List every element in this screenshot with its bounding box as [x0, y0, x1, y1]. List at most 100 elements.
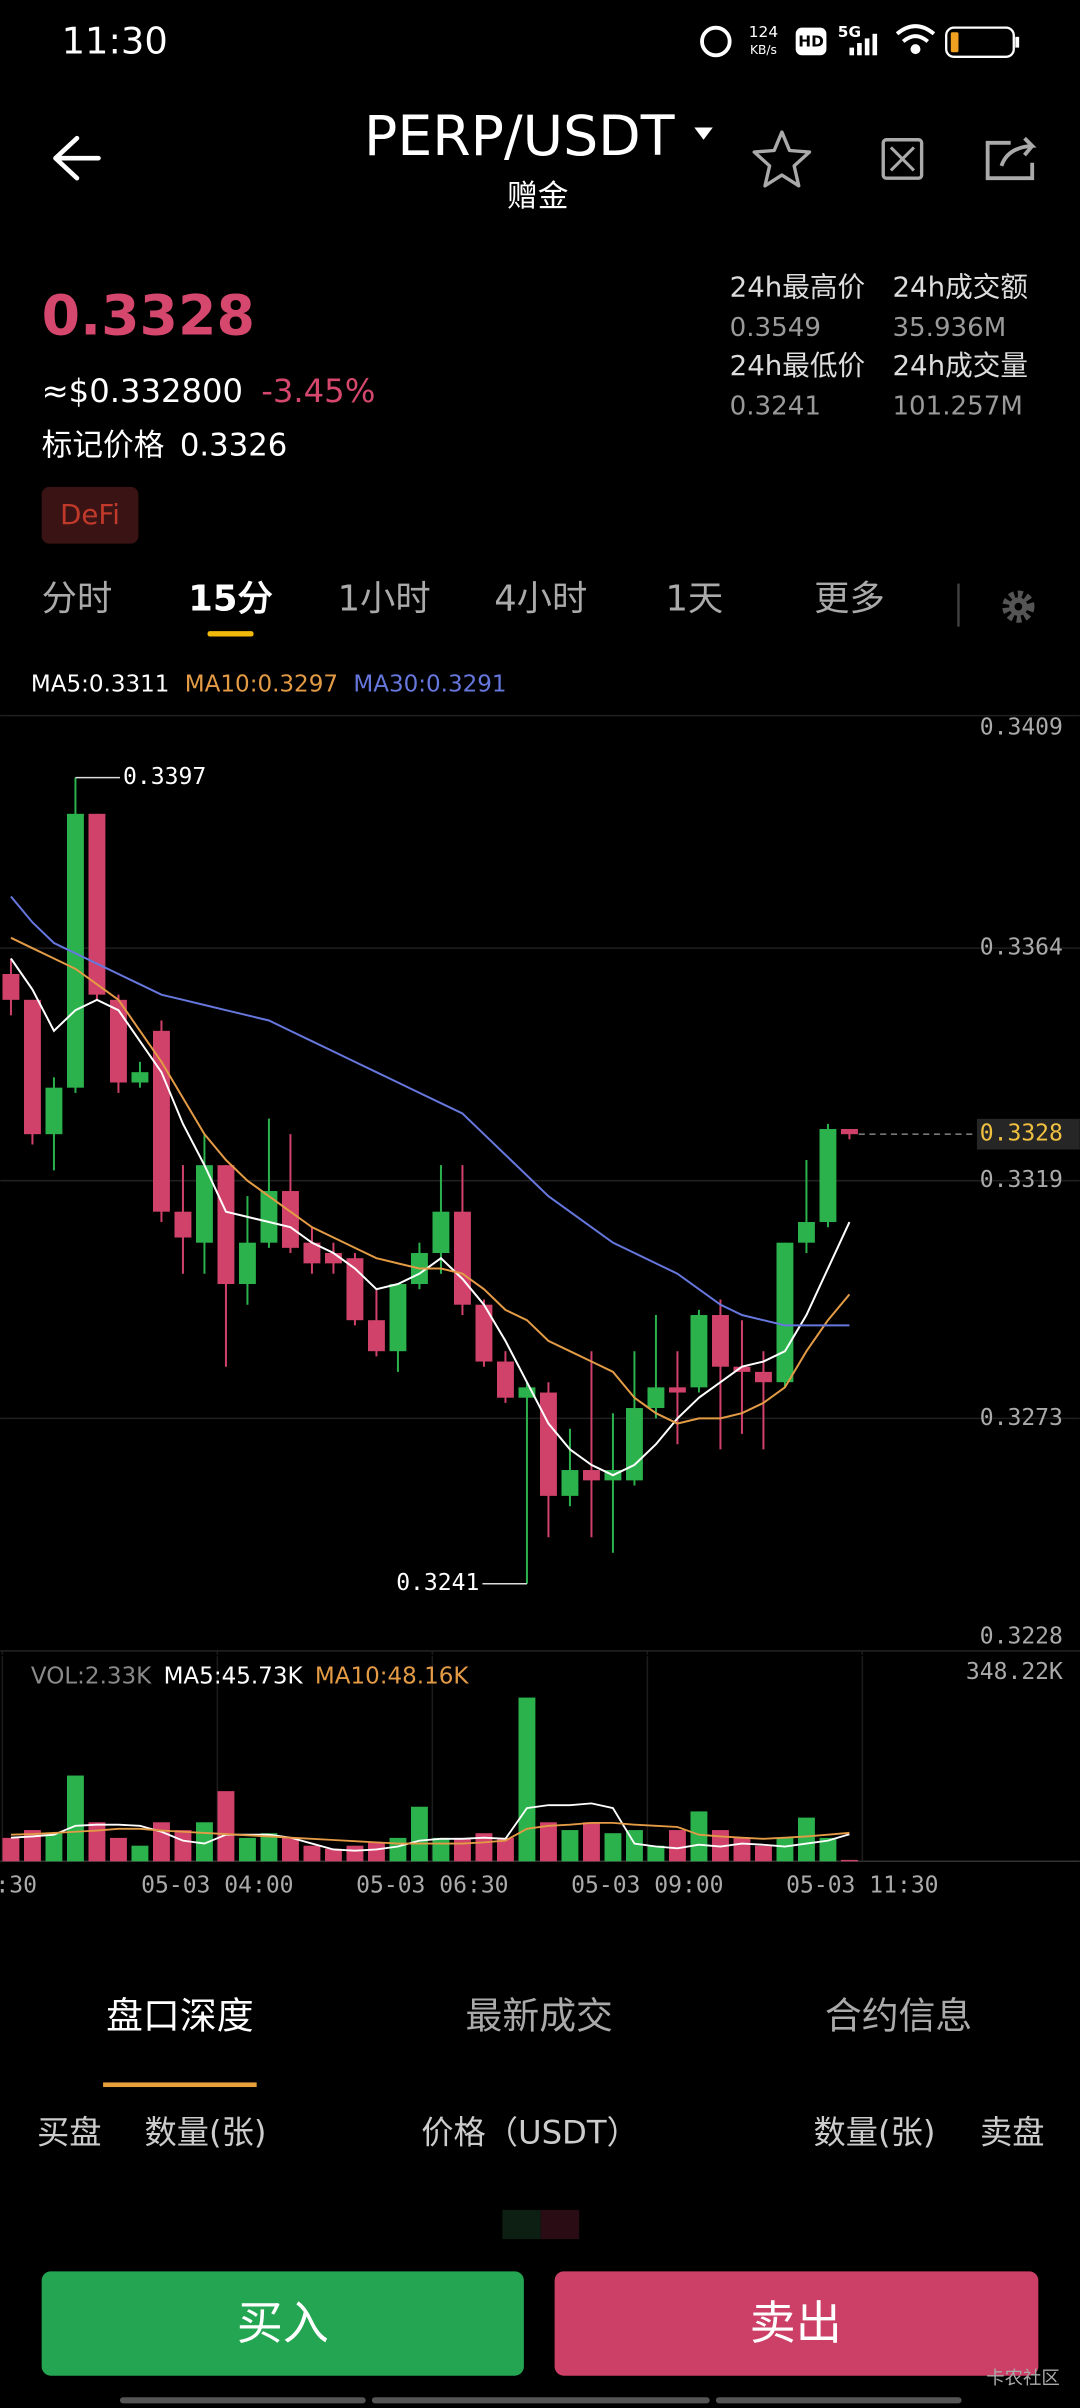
volume-bar	[110, 1837, 127, 1862]
net-speed-unit: KB/s	[750, 43, 777, 57]
buy-button[interactable]	[41, 2271, 524, 2376]
candle-body	[2, 973, 20, 1000]
volume-bar	[88, 1822, 106, 1862]
depth-bar-buy	[502, 2209, 541, 2240]
volume-legend: VOL:2.33K	[31, 1664, 152, 1690]
candle-body	[45, 1087, 63, 1135]
order-tab[interactable]: 最新成交	[466, 1994, 613, 2037]
sell-button-text[interactable]: 卖出	[750, 2296, 842, 2350]
x-tick-label: 05-03 06:30	[356, 1872, 508, 1898]
candle-body	[819, 1129, 837, 1223]
order-header: 卖盘	[980, 2114, 1045, 2152]
share-button[interactable]	[985, 136, 1037, 181]
volume-bar	[303, 1845, 321, 1862]
candle-body	[475, 1304, 493, 1362]
mark-price: 0.3326	[180, 427, 287, 463]
interval-tab[interactable]: 15分	[188, 578, 272, 619]
candle-body	[110, 999, 127, 1083]
pair-title[interactable]: PERP/USDT	[364, 105, 675, 169]
back-button[interactable]	[53, 135, 101, 181]
ma-legend: MA5:0.3311	[31, 671, 170, 697]
current-price-tag	[976, 1118, 1080, 1150]
candle-body	[153, 1030, 170, 1212]
battery-level	[950, 32, 959, 53]
order-tab[interactable]: 合约信息	[825, 1994, 972, 2037]
volume-bar	[776, 1837, 794, 1862]
volume-bar	[798, 1817, 815, 1862]
x-tick-label: 05-03 09:00	[571, 1872, 723, 1898]
wifi-icon	[895, 24, 936, 55]
volume-bar	[690, 1811, 708, 1862]
candle-body	[196, 1165, 213, 1243]
sector-tag-text[interactable]: DeFi	[60, 498, 120, 531]
volume-bar	[2, 1837, 20, 1862]
candle-body	[626, 1408, 643, 1481]
volume-bar	[346, 1845, 364, 1862]
candle-body	[454, 1211, 471, 1305]
volume-bar	[131, 1845, 149, 1862]
candle-body	[583, 1470, 600, 1481]
stat-value: 0.3241	[730, 391, 821, 421]
interval-tab[interactable]: 更多	[814, 578, 885, 619]
y-tick-label: 0.3364	[980, 935, 1063, 961]
candle-body	[389, 1284, 407, 1352]
y-tick-label: 0.3409	[980, 714, 1063, 740]
usd-price: ≈$0.332800	[42, 372, 243, 410]
candle-body	[217, 1165, 235, 1285]
ma-line	[10, 936, 851, 1425]
sell-button[interactable]	[554, 2271, 1039, 2376]
interval-tab[interactable]: 分时	[42, 578, 113, 619]
volume-bar	[454, 1837, 471, 1862]
candle-body	[368, 1320, 385, 1352]
order-header: 价格（USDT）	[421, 2114, 639, 2152]
current-price-label: 0.3328	[980, 1121, 1063, 1147]
pair-dropdown[interactable]	[694, 127, 713, 140]
volume-bar	[389, 1837, 407, 1862]
ma-legend: MA30:0.3291	[353, 671, 506, 697]
interval-tab[interactable]: 1天	[665, 578, 723, 619]
candle-body	[776, 1242, 794, 1383]
status-time: 11:30	[62, 20, 168, 63]
candle-body	[647, 1387, 665, 1409]
candle-body	[755, 1371, 772, 1383]
network-type: 5G	[838, 23, 861, 41]
ma-line	[10, 895, 850, 1327]
volume-bar	[45, 1833, 63, 1862]
volume-bar	[217, 1791, 235, 1862]
signal-icon	[849, 33, 878, 56]
favorite-button[interactable]	[752, 130, 812, 188]
candle-body	[260, 1191, 278, 1243]
order-header: 数量(张)	[814, 2114, 936, 2152]
sector-tag[interactable]	[41, 486, 139, 544]
volume-bar	[282, 1837, 299, 1862]
candle-body	[497, 1361, 514, 1398]
order-header: 数量(张)	[145, 2114, 267, 2152]
interval-tab[interactable]: 1小时	[338, 578, 431, 619]
volume-bar	[497, 1837, 514, 1862]
volume-bar	[583, 1822, 600, 1862]
battery-tip	[1015, 36, 1020, 48]
settings-button[interactable]	[1002, 590, 1035, 623]
candle-body	[561, 1470, 579, 1496]
candle-body	[67, 813, 84, 1088]
stat-label: 24h成交量	[892, 349, 1028, 382]
volume-bar	[604, 1833, 622, 1862]
fullscreen-button[interactable]	[881, 138, 924, 180]
candle-body	[518, 1387, 536, 1398]
volume-bar	[411, 1806, 428, 1862]
volume-bar	[647, 1845, 665, 1862]
candle-body	[174, 1211, 192, 1238]
interval-tab[interactable]: 4小时	[494, 578, 587, 619]
mark-price-label: 标记价格	[42, 427, 165, 463]
volume-bar	[239, 1837, 256, 1862]
stat-label: 24h最高价	[730, 271, 866, 304]
candle-body	[690, 1315, 708, 1388]
ma-line	[10, 957, 851, 1477]
x-tick-label: 01:30	[0, 1872, 37, 1898]
order-tab[interactable]: 盘口深度	[106, 1994, 253, 2037]
ma-legend: MA10:0.3297	[185, 671, 338, 697]
buy-button-text[interactable]: 买入	[237, 2296, 329, 2350]
